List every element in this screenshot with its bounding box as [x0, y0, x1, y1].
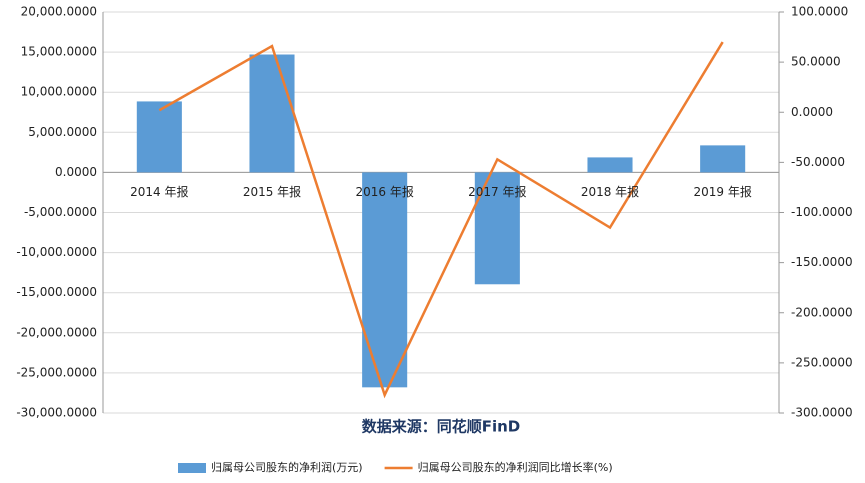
y2-tick-label: -50.0000 [791, 155, 845, 169]
y2-tick-label: 50.0000 [791, 55, 841, 69]
source-note: 数据来源：同花顺FinD [362, 418, 521, 436]
y2-tick-label: -100.0000 [791, 205, 853, 219]
y-tick-label: -30,000.0000 [16, 406, 97, 420]
y2-tick-label: -250.0000 [791, 355, 853, 369]
y2-tick-label: 0.0000 [791, 105, 833, 119]
y-tick-label: 20,000.0000 [21, 5, 97, 19]
bar [587, 157, 633, 173]
y-tick-label: -15,000.0000 [16, 285, 97, 299]
y2-tick-label: 100.0000 [791, 5, 848, 19]
y-tick-label: -10,000.0000 [16, 245, 97, 259]
y-tick-label: 0.0000 [55, 165, 97, 179]
y-tick-label: -25,000.0000 [16, 365, 97, 379]
y-tick-label: 15,000.0000 [21, 45, 97, 59]
bar [249, 54, 295, 173]
x-tick-label: 2014 年报 [130, 184, 188, 199]
y2-tick-label: -150.0000 [791, 255, 853, 269]
bar [700, 145, 746, 173]
y-tick-label: 10,000.0000 [21, 85, 97, 99]
bar [136, 101, 182, 173]
y-tick-label: -20,000.0000 [16, 325, 97, 339]
y-tick-label: 5,000.0000 [28, 125, 97, 139]
x-tick-label: 2019 年报 [693, 184, 751, 199]
x-tick-label: 2018 年报 [581, 184, 639, 199]
legend-label: 归属母公司股东的净利润(万元) [211, 460, 363, 474]
legend-swatch [178, 463, 206, 473]
x-tick-label: 2015 年报 [243, 184, 301, 199]
x-tick-label: 2016 年报 [355, 184, 413, 199]
x-tick-label: 2017 年报 [468, 184, 526, 199]
y-tick-label: -5,000.0000 [24, 205, 97, 219]
line [158, 41, 724, 399]
bar [362, 172, 408, 388]
legend-label: 归属母公司股东的净利润同比增长率(%) [418, 460, 613, 474]
y2-tick-label: -200.0000 [791, 305, 853, 319]
y2-tick-label: -300.0000 [791, 406, 853, 420]
